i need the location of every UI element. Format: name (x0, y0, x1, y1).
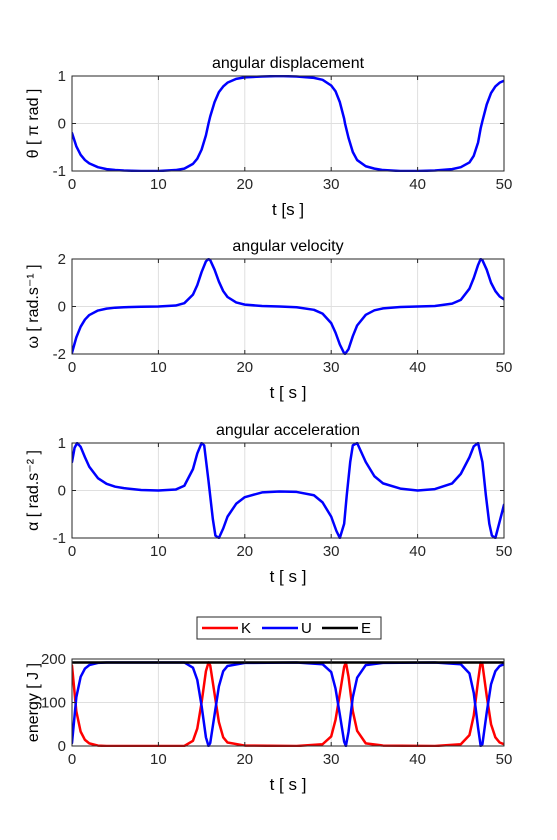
x-tick-label: 10 (150, 751, 167, 768)
x-axis-label: t [ s ] (270, 567, 307, 586)
y-tick-label: 0 (58, 738, 66, 755)
chart-title: angular displacement (212, 55, 365, 72)
x-tick-label: 50 (496, 359, 513, 376)
x-tick-label: 50 (496, 543, 513, 560)
x-tick-label: 40 (409, 359, 426, 376)
x-tick-label: 30 (323, 543, 340, 560)
chart-title: angular velocity (232, 238, 343, 255)
x-tick-label: 20 (236, 176, 253, 193)
y-tick-label: 2 (58, 251, 66, 268)
legend-label-u: U (301, 620, 312, 637)
series-line-u (72, 661, 504, 747)
y-tick-label: 200 (41, 651, 66, 668)
x-tick-label: 30 (323, 176, 340, 193)
x-tick-label: 40 (409, 176, 426, 193)
y-axis-label: α [ rad.s⁻² ] (25, 450, 42, 531)
y-tick-label: -2 (53, 346, 66, 363)
y-tick-label: 0 (58, 483, 66, 500)
x-axis-label: t [ s ] (270, 775, 307, 794)
legend-label-e: E (361, 620, 371, 637)
x-tick-label: 30 (323, 751, 340, 768)
x-tick-label: 20 (236, 543, 253, 560)
x-tick-label: 10 (150, 543, 167, 560)
x-tick-label: 20 (236, 359, 253, 376)
x-tick-label: 50 (496, 751, 513, 768)
chart-panel-4: 0 10 20 30 40 50 0 100 200 t [ s ] energy [ J ] K U E (25, 616, 513, 794)
y-tick-label: 0 (58, 116, 66, 133)
y-axis-label: energy [ J ] (25, 663, 42, 742)
x-axis-label: t [s ] (272, 200, 304, 219)
series-line-1 (72, 442, 504, 539)
x-tick-label: 0 (68, 176, 76, 193)
y-tick-label: 100 (41, 695, 66, 712)
x-tick-label: 30 (323, 359, 340, 376)
series-line-k (72, 661, 504, 747)
x-tick-label: 0 (68, 543, 76, 560)
x-tick-label: 0 (68, 359, 76, 376)
x-tick-label: 20 (236, 751, 253, 768)
x-tick-label: 40 (409, 751, 426, 768)
y-tick-label: -1 (53, 163, 66, 180)
x-tick-label: 10 (150, 359, 167, 376)
x-tick-label: 50 (496, 176, 513, 193)
legend-label-k: K (241, 620, 251, 637)
x-tick-label: 0 (68, 751, 76, 768)
y-tick-label: -1 (53, 530, 66, 547)
series-line-1 (72, 258, 504, 355)
x-axis-label: t [ s ] (270, 383, 307, 402)
y-axis-label: ω [ rad.s⁻¹ ] (25, 264, 42, 348)
x-tick-label: 10 (150, 176, 167, 193)
y-axis-label: θ [ π rad ] (25, 89, 42, 159)
y-tick-label: 0 (58, 299, 66, 316)
x-tick-label: 40 (409, 543, 426, 560)
y-tick-label: 1 (58, 68, 66, 85)
y-tick-label: 1 (58, 435, 66, 452)
chart-title: angular acceleration (216, 422, 360, 439)
